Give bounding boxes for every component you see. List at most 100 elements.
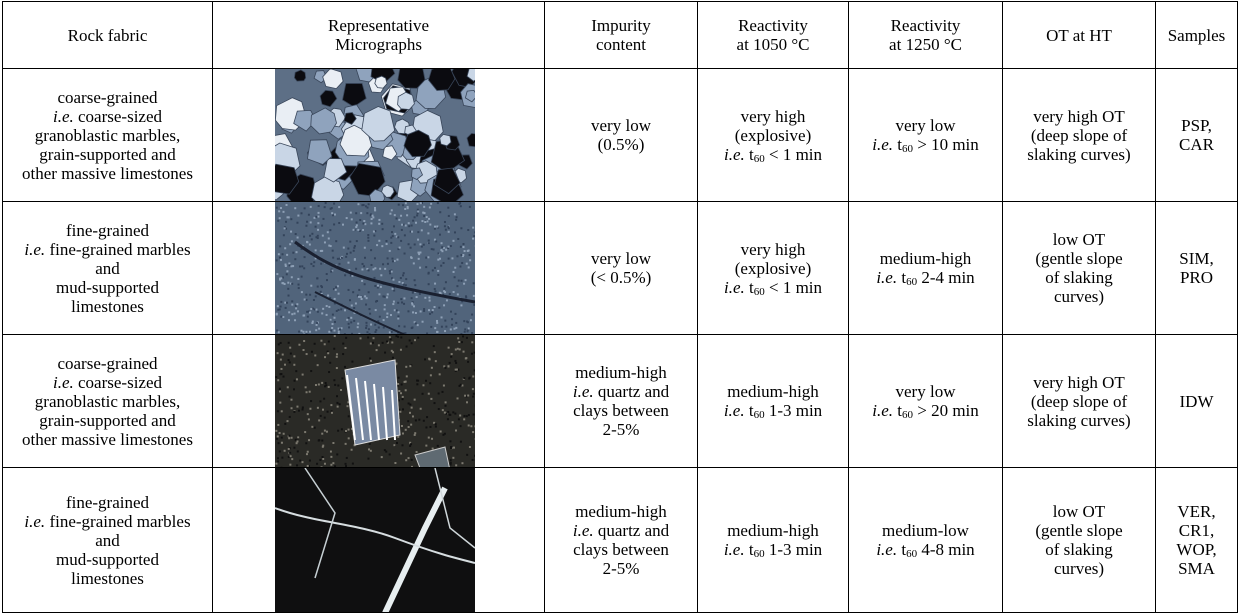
micrograph bbox=[275, 335, 475, 467]
samples-cell: SIM,PRO bbox=[1156, 202, 1238, 335]
cell-line: very low bbox=[852, 382, 999, 401]
cell-line: very high OT bbox=[1006, 373, 1152, 392]
samples-cell: VER,CR1,WOP,SMA bbox=[1156, 468, 1238, 613]
properties-table: Rock fabricRepresentativeMicrographsImpu… bbox=[2, 1, 1238, 613]
page: Rock fabricRepresentativeMicrographsImpu… bbox=[0, 1, 1239, 611]
impurity-cell: very low(0.5%) bbox=[545, 69, 698, 202]
cell-line: Reactivity bbox=[852, 16, 999, 35]
cell-line: (gentle slope bbox=[1006, 249, 1152, 268]
samples-cell: IDW bbox=[1156, 335, 1238, 468]
cell-line: clays between bbox=[548, 401, 694, 420]
cell-line: at 1250 °C bbox=[852, 35, 999, 54]
cell-line: very low bbox=[548, 249, 694, 268]
cell-line: i.e. t60 < 1 min bbox=[701, 145, 845, 164]
cell-line: i.e. t60 1-3 min bbox=[701, 540, 845, 559]
cell-line: low OT bbox=[1006, 502, 1152, 521]
cell-line: content bbox=[548, 35, 694, 54]
cell-line: WOP, bbox=[1159, 540, 1234, 559]
cell-line: Micrographs bbox=[216, 35, 541, 54]
cell-line: medium-low bbox=[852, 521, 999, 540]
cell-line: mud-supported bbox=[6, 278, 209, 297]
cell-line: very high bbox=[701, 107, 845, 126]
header-cell: OT at HT bbox=[1003, 2, 1156, 69]
cell-line: other massive limestones bbox=[6, 164, 209, 183]
cell-line: (gentle slope bbox=[1006, 521, 1152, 540]
cell-line: grain-supported and bbox=[6, 411, 209, 430]
cell-line: other massive limestones bbox=[6, 430, 209, 449]
cell-line: i.e. quartz and bbox=[548, 382, 694, 401]
cell-line: (< 0.5%) bbox=[548, 268, 694, 287]
micrograph bbox=[275, 69, 475, 201]
cell-line: (deep slope of bbox=[1006, 392, 1152, 411]
cell-line: SIM, bbox=[1159, 249, 1234, 268]
micrograph bbox=[275, 202, 475, 334]
cell-line: granoblastic marbles, bbox=[6, 126, 209, 145]
cell-line: i.e. quartz and bbox=[548, 521, 694, 540]
cell-line: i.e. t60 1-3 min bbox=[701, 401, 845, 420]
cell-line: and bbox=[6, 259, 209, 278]
cell-line: slaking curves) bbox=[1006, 145, 1152, 164]
cell-line: (0.5%) bbox=[548, 135, 694, 154]
cell-line: curves) bbox=[1006, 559, 1152, 578]
cell-line: fine-grained bbox=[6, 493, 209, 512]
cell-line: coarse-grained bbox=[6, 354, 209, 373]
cell-line: very high bbox=[701, 240, 845, 259]
cell-line: very low bbox=[852, 116, 999, 135]
cell-line: PRO bbox=[1159, 268, 1234, 287]
cell-line: i.e. coarse-sized bbox=[6, 373, 209, 392]
header-cell: Rock fabric bbox=[3, 2, 213, 69]
cell-line: SMA bbox=[1159, 559, 1234, 578]
cell-line: medium-high bbox=[701, 521, 845, 540]
cell-line: curves) bbox=[1006, 287, 1152, 306]
cell-line: i.e. fine-grained marbles bbox=[6, 240, 209, 259]
cell-line: i.e. t60 < 1 min bbox=[701, 278, 845, 297]
cell-line: slaking curves) bbox=[1006, 411, 1152, 430]
cell-line: limestones bbox=[6, 569, 209, 588]
cell-line: Impurity bbox=[548, 16, 694, 35]
cell-line: of slaking bbox=[1006, 268, 1152, 287]
cell-line: i.e. t60 > 10 min bbox=[852, 135, 999, 154]
cell-line: clays between bbox=[548, 540, 694, 559]
cell-line: Representative bbox=[216, 16, 541, 35]
cell-line: PSP, bbox=[1159, 116, 1234, 135]
cell-line: medium-high bbox=[548, 363, 694, 382]
cell-line: i.e. t60 > 20 min bbox=[852, 401, 999, 420]
cell-line: very low bbox=[548, 116, 694, 135]
cell-line: granoblastic marbles, bbox=[6, 392, 209, 411]
reactivity-1050-cell: very high(explosive)i.e. t60 < 1 min bbox=[698, 69, 849, 202]
cell-line: at 1050 °C bbox=[701, 35, 845, 54]
impurity-cell: very low(< 0.5%) bbox=[545, 202, 698, 335]
cell-line: and bbox=[6, 531, 209, 550]
cell-line: CR1, bbox=[1159, 521, 1234, 540]
cell-line: medium-high bbox=[701, 382, 845, 401]
cell-line: mud-supported bbox=[6, 550, 209, 569]
cell-line: fine-grained bbox=[6, 221, 209, 240]
cell-line: (explosive) bbox=[701, 259, 845, 278]
cell-line: 2-5% bbox=[548, 559, 694, 578]
cell-line: i.e. coarse-sized bbox=[6, 107, 209, 126]
reactivity-1050-cell: very high(explosive)i.e. t60 < 1 min bbox=[698, 202, 849, 335]
